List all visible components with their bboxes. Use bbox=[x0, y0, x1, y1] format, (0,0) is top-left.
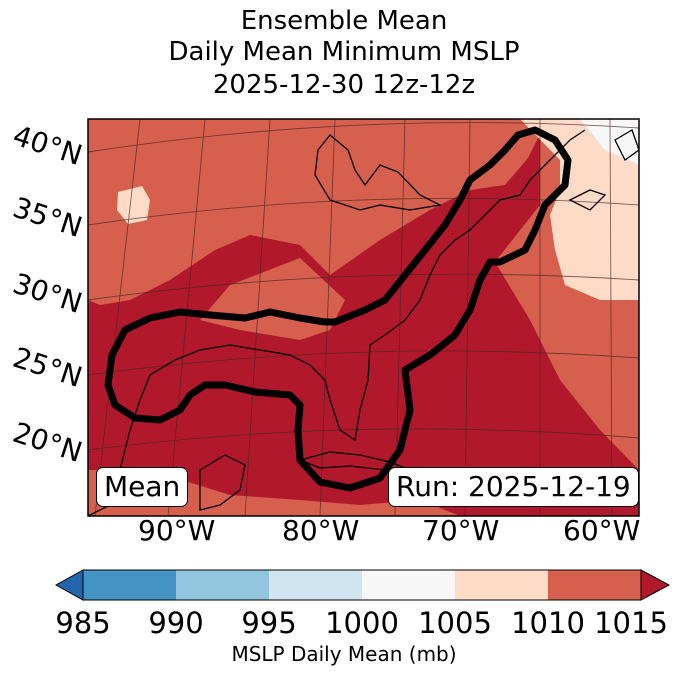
graticule-lat-40 bbox=[88, 122, 639, 153]
mean-label-box: Mean bbox=[96, 467, 189, 507]
colorbar-segment bbox=[269, 570, 363, 600]
title-line-2: Daily Mean Minimum MSLP bbox=[168, 37, 520, 67]
colorbar-segment bbox=[176, 570, 270, 600]
colorbar-segment bbox=[362, 570, 456, 600]
pressure-field-light-spot bbox=[117, 186, 150, 224]
nova-scotia bbox=[568, 189, 607, 211]
title-line-1: Ensemble Mean bbox=[240, 6, 448, 36]
colorbar-segment bbox=[455, 570, 549, 600]
graticule-lon-90 bbox=[167, 119, 206, 516]
graticule-lat-25 bbox=[88, 350, 639, 376]
colorbar-frame bbox=[82, 569, 642, 601]
colorbar-label: MSLP Daily Mean (mb) bbox=[231, 642, 457, 666]
atlantic-coast bbox=[88, 214, 486, 516]
colorbar-tick-1000: 1000 bbox=[325, 606, 399, 640]
colorbar-segment bbox=[83, 570, 177, 600]
graticule-lon-80 bbox=[319, 119, 336, 516]
mslp-contour-outline bbox=[104, 126, 572, 492]
colorbar-tick-1005: 1005 bbox=[418, 606, 492, 640]
great-lakes bbox=[314, 134, 443, 211]
colorbar-tick-1010: 1010 bbox=[511, 606, 585, 640]
graticule-lat-30 bbox=[88, 273, 639, 301]
graticule-lon-95 bbox=[94, 119, 141, 516]
pressure-field-mid-west bbox=[88, 145, 105, 198]
yucatan bbox=[199, 454, 246, 511]
graticule-lon-60 bbox=[609, 119, 613, 516]
lon-label-60: 60°W bbox=[563, 514, 641, 547]
pressure-field-light-east bbox=[520, 119, 639, 300]
colorbar-tick-985: 985 bbox=[55, 606, 111, 640]
colorbar-extend-high bbox=[640, 569, 671, 601]
lon-label-90: 90°W bbox=[138, 514, 216, 547]
pressure-field-white bbox=[580, 119, 639, 165]
colorbar-tick-995: 995 bbox=[241, 606, 297, 640]
lon-label-70: 70°W bbox=[422, 514, 500, 547]
graticule-lat-35 bbox=[88, 197, 639, 226]
newfoundland bbox=[614, 129, 639, 161]
colorbar-tick-990: 990 bbox=[148, 606, 204, 640]
northeast-coast bbox=[484, 129, 586, 216]
run-label-box: Run: 2025-12-19 bbox=[388, 467, 639, 507]
colorbar-extend-low bbox=[54, 569, 84, 601]
title-line-3: 2025-12-30 12z-12z bbox=[212, 70, 476, 100]
lon-label-80: 80°W bbox=[282, 514, 360, 547]
colorbar-tick-1015: 1015 bbox=[594, 606, 668, 640]
map-frame bbox=[87, 118, 640, 517]
colorbar-segment bbox=[548, 570, 642, 600]
graticule-lat-20 bbox=[88, 428, 639, 451]
